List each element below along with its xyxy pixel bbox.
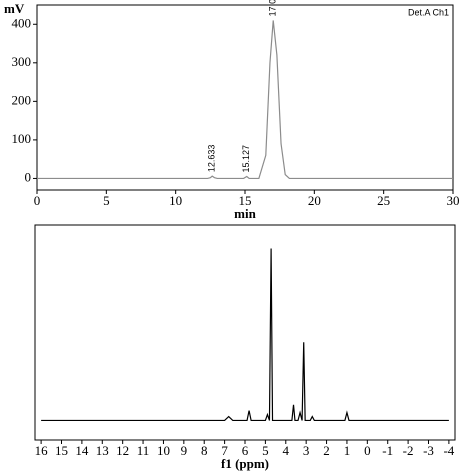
x-tick-label: 14: [75, 443, 89, 458]
y-tick-label: 0: [25, 169, 32, 184]
x-tick-label: 15: [239, 193, 252, 208]
x-tick-label: 30: [447, 193, 460, 208]
peak-label: 12.633: [207, 145, 217, 173]
y-tick-label: 400: [12, 15, 32, 30]
x-tick-label: 12: [116, 443, 129, 458]
annotation: Det.A Ch1: [408, 7, 449, 17]
peak-label: 17.035: [268, 0, 278, 16]
x-tick-label: 2: [323, 443, 330, 458]
x-tick-label: 25: [377, 193, 390, 208]
x-tick-label: 11: [137, 443, 150, 458]
data-line: [37, 20, 453, 180]
x-tick-label: 7: [221, 443, 228, 458]
x-tick-label: 10: [169, 193, 182, 208]
y-tick-label: 100: [12, 131, 32, 146]
x-tick-label: 5: [262, 443, 269, 458]
x-axis-title: f1 (ppm): [221, 456, 269, 471]
x-tick-label: 5: [103, 193, 110, 208]
x-tick-label: 10: [157, 443, 170, 458]
data-line: [41, 248, 449, 422]
x-tick-label: -1: [382, 443, 393, 458]
x-tick-label: 3: [303, 443, 310, 458]
peak-label: 15.127: [241, 145, 251, 173]
x-tick-label: 0: [364, 443, 371, 458]
y-tick-label: 300: [12, 54, 32, 69]
x-tick-label: 15: [55, 443, 68, 458]
x-tick-label: -2: [403, 443, 414, 458]
x-tick-label: -3: [423, 443, 434, 458]
x-tick-label: 0: [34, 193, 41, 208]
plot-frame: [34, 224, 456, 441]
x-tick-label: -4: [443, 443, 454, 458]
x-axis-title: min: [234, 206, 256, 221]
x-tick-label: 6: [242, 443, 249, 458]
x-tick-label: 9: [181, 443, 188, 458]
x-tick-label: 13: [96, 443, 109, 458]
y-tick-label: 200: [12, 92, 32, 107]
x-tick-label: 8: [201, 443, 208, 458]
x-tick-label: 1: [344, 443, 351, 458]
x-tick-label: 16: [35, 443, 49, 458]
x-tick-label: 20: [308, 193, 321, 208]
y-axis-title: mV: [4, 1, 25, 16]
x-tick-label: 4: [283, 443, 290, 458]
